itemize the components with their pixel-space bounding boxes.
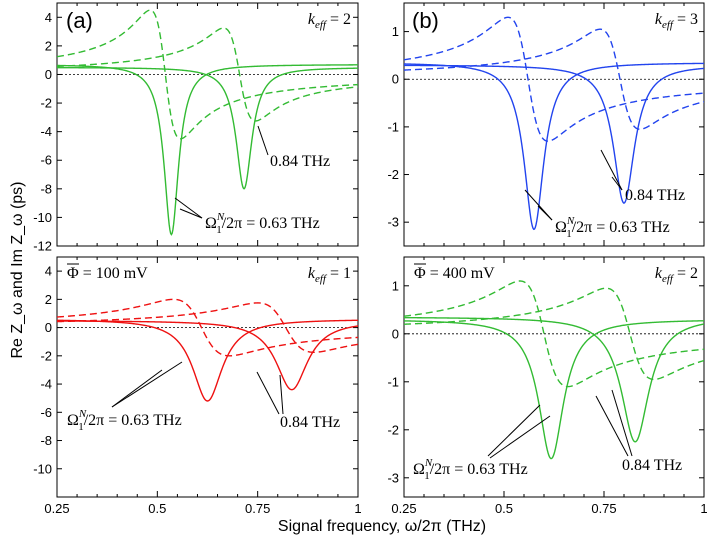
plot-frame xyxy=(403,2,705,247)
annotation-leader xyxy=(111,361,183,408)
x-tick-label: 0.25 xyxy=(391,501,416,516)
y-tick-label: -4 xyxy=(40,377,52,392)
y-tick-label: -1 xyxy=(387,374,399,389)
annotation-063: ΩN 1/2π = 0.63 THz xyxy=(413,457,528,482)
series-line-re xyxy=(57,64,358,236)
series-line-re xyxy=(404,320,704,460)
y-tick-label: -8 xyxy=(40,433,52,448)
keff-label: keff = 2 xyxy=(655,265,698,285)
y-tick-label: -6 xyxy=(40,405,52,420)
annotation-084: 0.84 THz xyxy=(280,414,340,431)
series-line-re xyxy=(57,66,358,190)
series-line-im xyxy=(57,9,358,140)
series-line-im xyxy=(57,298,358,357)
y-tick-label: -2 xyxy=(387,167,399,182)
series-line-re xyxy=(404,64,704,204)
annotation-084: 0.84 THz xyxy=(270,153,330,170)
y-tick-label: 2 xyxy=(45,38,52,53)
panel-label: (b) xyxy=(412,8,439,33)
y-tick-label: 0 xyxy=(392,72,399,87)
series-line-im xyxy=(57,27,358,122)
y-tick-label: 4 xyxy=(45,264,52,279)
y-tick-label: 0 xyxy=(45,67,52,82)
x-tick-label: 1 xyxy=(700,501,707,516)
x-axis-label: Signal frequency, ω/2π (THz) xyxy=(278,518,486,535)
x-tick-label: 0.75 xyxy=(245,501,270,516)
annotation-leader xyxy=(611,389,633,457)
annotation-leader xyxy=(279,374,284,415)
keff-label: keff = 3 xyxy=(655,11,698,31)
x-tick-label: 0.5 xyxy=(495,501,513,516)
series-line-re xyxy=(57,320,358,391)
y-tick-label: -2 xyxy=(40,96,52,111)
panel-2: 1 0 -1 -2 -3 (b) keff = 3 ΩN 1/2π = 0.63 THz 0.84… xyxy=(387,2,705,247)
series-line-im xyxy=(57,302,358,353)
y-tick-label: -1 xyxy=(387,119,399,134)
series-line-im xyxy=(404,287,704,381)
x-tick-label: 0.25 xyxy=(44,501,69,516)
x-tick-label: 1 xyxy=(354,501,361,516)
panel-4: 1 0 -1 -2 -3 0.25 0.5 0.75 1 keff = 2 Φ = 400 mV ΩN… xyxy=(387,256,708,516)
keff-label: keff = 2 xyxy=(308,11,351,31)
annotation-leader xyxy=(489,415,551,459)
annotation-leader xyxy=(174,197,203,219)
y-tick-label: -10 xyxy=(33,461,52,476)
x-tick-label: 0.5 xyxy=(148,501,166,516)
annotation-leader xyxy=(256,371,280,415)
y-tick-label: -8 xyxy=(40,181,52,196)
annotation-leader xyxy=(179,208,203,219)
phi-label: Φ = 400 mV xyxy=(414,265,495,282)
annotation-leader xyxy=(487,404,541,457)
y-tick-label: 2 xyxy=(45,292,52,307)
annotation-084: 0.84 THz xyxy=(622,457,682,474)
annotation-063: ΩN 1/2π = 0.63 THz xyxy=(205,211,320,236)
y-tick-label: -2 xyxy=(387,422,399,437)
annotation-063: ΩN 1/2π = 0.63 THz xyxy=(555,215,670,240)
x-tick-label: 0.75 xyxy=(591,501,616,516)
annotation-leader xyxy=(111,369,163,408)
y-tick-label: -3 xyxy=(387,215,399,230)
y-tick-label: 0 xyxy=(392,326,399,341)
panel-3: 4 2 0 -2 -4 -6 -8 -10 0.25 0.5 0.75 1 keff = 1 Φ = 10… xyxy=(33,256,362,516)
annotation-063: ΩN 1/2π = 0.63 THz xyxy=(67,408,182,433)
y-tick-label: -10 xyxy=(33,210,52,225)
series-line-re xyxy=(404,62,704,231)
y-tick-label: 4 xyxy=(45,10,52,25)
annotation-leader xyxy=(611,176,623,191)
annotation-leader xyxy=(257,125,269,156)
series-line-re xyxy=(404,316,704,443)
series-line-re xyxy=(57,319,358,402)
series-line-im xyxy=(404,28,704,130)
series-line-im xyxy=(404,16,704,142)
y-tick-label: 1 xyxy=(392,278,399,293)
y-axis-label: Re Z_ω and Im Z_ω (ps) xyxy=(9,181,26,358)
annotation-leader xyxy=(595,395,629,457)
annotation-leader xyxy=(600,149,623,191)
plot-frame xyxy=(56,256,359,498)
y-tick-label: 0 xyxy=(45,320,52,335)
y-tick-label: -2 xyxy=(40,348,52,363)
y-tick-label: -3 xyxy=(387,470,399,485)
annotation-leader xyxy=(537,205,553,221)
plot-frame xyxy=(403,256,705,498)
y-tick-label: 1 xyxy=(392,24,399,39)
y-tick-label: -12 xyxy=(33,239,52,254)
y-tick-label: -4 xyxy=(40,124,52,139)
annotation-084: 0.84 THz xyxy=(625,187,685,204)
series-line-im xyxy=(404,280,704,388)
keff-label: keff = 1 xyxy=(308,265,351,285)
phi-label: Φ = 100 mV xyxy=(67,265,148,282)
panel-label: (a) xyxy=(66,8,93,33)
panel-1: 4 2 0 -2 -4 -6 -8 -10 -12 (a) keff = 2 ΩN 1/2π = 0.6… xyxy=(33,2,359,254)
y-tick-label: -6 xyxy=(40,153,52,168)
plot-frame xyxy=(56,2,359,247)
